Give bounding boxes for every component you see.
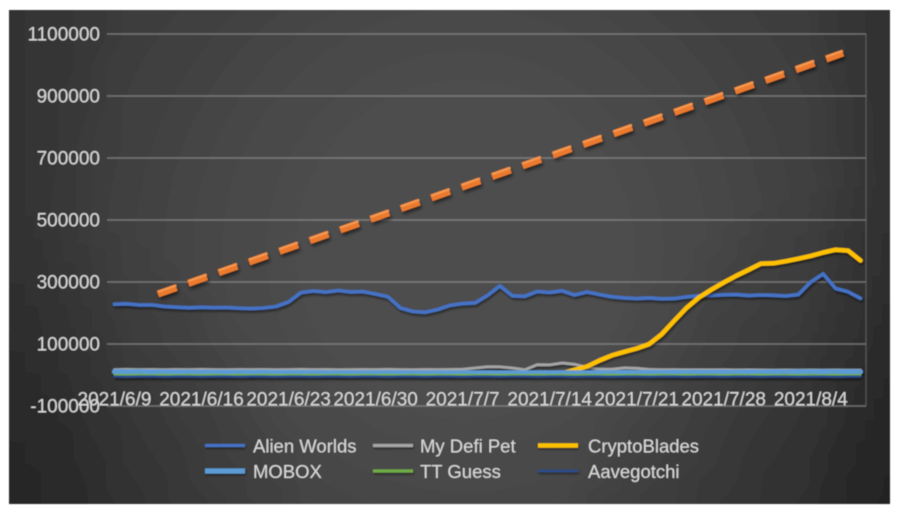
svg-text:-100000: -100000 — [30, 397, 100, 418]
svg-text:My Defi Pet: My Defi Pet — [420, 436, 516, 457]
svg-text:900000: 900000 — [37, 87, 100, 108]
svg-text:Aavegotchi: Aavegotchi — [588, 461, 680, 482]
svg-text:700000: 700000 — [37, 149, 100, 170]
svg-text:2021/6/16: 2021/6/16 — [159, 390, 244, 411]
svg-text:2021/8/4: 2021/8/4 — [774, 390, 848, 411]
svg-text:2021/6/30: 2021/6/30 — [333, 390, 418, 411]
svg-text:2021/6/9: 2021/6/9 — [78, 390, 152, 411]
svg-text:1100000: 1100000 — [27, 25, 100, 46]
svg-text:TT Guess: TT Guess — [420, 461, 501, 482]
svg-text:2021/7/7: 2021/7/7 — [426, 390, 500, 411]
svg-text:CryptoBlades: CryptoBlades — [588, 436, 699, 457]
svg-text:100000: 100000 — [37, 335, 100, 356]
svg-text:2021/7/28: 2021/7/28 — [681, 390, 766, 411]
svg-text:2021/7/14: 2021/7/14 — [507, 390, 592, 411]
svg-text:2021/6/23: 2021/6/23 — [246, 390, 331, 411]
svg-text:Alien Worlds: Alien Worlds — [253, 436, 357, 457]
svg-text:300000: 300000 — [37, 273, 100, 294]
svg-text:2021/7/21: 2021/7/21 — [594, 390, 679, 411]
svg-text:MOBOX: MOBOX — [253, 461, 322, 482]
svg-text:500000: 500000 — [37, 211, 100, 232]
